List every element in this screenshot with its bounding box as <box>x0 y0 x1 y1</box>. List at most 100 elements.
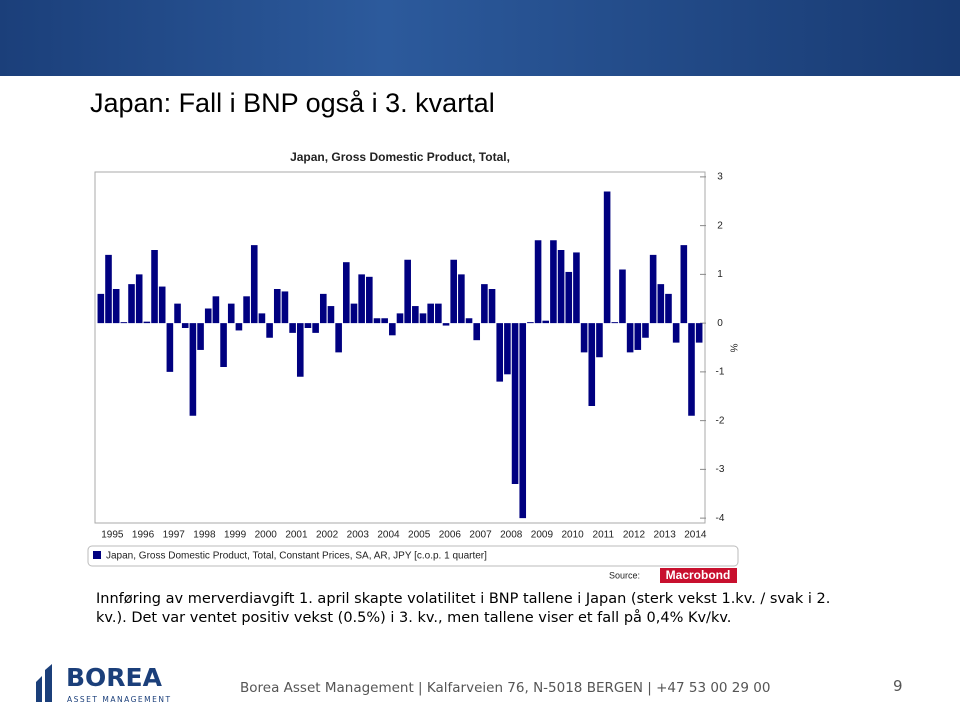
bar <box>688 323 695 416</box>
bar <box>504 323 511 375</box>
bar <box>227 303 235 324</box>
bar <box>235 323 243 331</box>
body-text: Innføring av merverdiavgift 1. april ska… <box>96 591 831 626</box>
x-tick-label: 2002 <box>316 530 339 541</box>
logo-tagline: ASSET MANAGEMENT <box>67 695 172 704</box>
bar <box>442 323 450 326</box>
x-tick-label: 1995 <box>101 530 124 541</box>
x-tick-label: 2001 <box>285 530 308 541</box>
bar <box>97 293 105 324</box>
y-tick-label: -4 <box>716 513 725 524</box>
bar <box>327 306 335 324</box>
bar <box>120 322 128 324</box>
bar <box>389 323 396 336</box>
bar <box>151 250 158 324</box>
x-tick-label: 2000 <box>255 530 278 541</box>
plot-frame <box>94 171 706 524</box>
bar <box>319 293 327 324</box>
bar <box>672 323 680 343</box>
bar <box>519 323 527 519</box>
y-tick-label: 3 <box>717 172 723 183</box>
bar <box>427 303 434 324</box>
bar <box>634 323 642 350</box>
bar <box>343 262 350 324</box>
x-tick-label: 2013 <box>654 530 677 541</box>
bar <box>158 286 166 324</box>
bar <box>419 313 427 324</box>
bar <box>143 321 151 324</box>
y-tick-label: 2 <box>717 220 723 231</box>
bar <box>573 252 580 324</box>
bar <box>626 323 634 353</box>
bar <box>473 323 481 341</box>
x-tick-label: 2006 <box>439 530 462 541</box>
bar <box>105 254 112 324</box>
bar <box>312 323 319 333</box>
logo: BOREA ASSET MANAGEMENT <box>36 663 172 704</box>
y-tick-label: -2 <box>716 415 725 426</box>
y-tick-label: 1 <box>717 269 723 280</box>
bar <box>212 296 220 324</box>
bar <box>289 323 296 333</box>
bar <box>396 313 404 324</box>
header-band <box>0 0 960 76</box>
bar <box>412 306 419 324</box>
bar <box>220 323 227 367</box>
x-tick-label: 1997 <box>163 530 186 541</box>
bar <box>511 323 519 484</box>
bar <box>527 322 534 324</box>
x-tick-label: 2008 <box>500 530 523 541</box>
bar <box>450 259 457 324</box>
bar <box>619 269 626 324</box>
bar <box>481 284 488 324</box>
bar <box>366 276 373 324</box>
bar <box>680 245 688 324</box>
bar <box>174 303 181 324</box>
bar <box>296 323 304 377</box>
bar <box>166 323 174 372</box>
bar <box>665 293 672 324</box>
bar <box>404 259 411 324</box>
bar <box>565 271 573 324</box>
bar <box>496 323 504 382</box>
slide-title: Japan: Fall i BNP også i 3. kvartal <box>90 88 495 118</box>
bar <box>204 308 212 324</box>
y-axis-label: % <box>727 344 738 353</box>
bar <box>611 322 619 324</box>
bar <box>695 323 703 343</box>
bar <box>488 289 496 324</box>
bar <box>266 323 273 338</box>
bar <box>135 274 143 324</box>
bar <box>381 318 388 324</box>
bar <box>603 191 611 324</box>
bar <box>181 323 189 328</box>
bar <box>189 323 197 416</box>
bar <box>550 240 557 324</box>
bar <box>112 289 120 324</box>
bar <box>588 323 596 406</box>
bar <box>281 291 289 324</box>
chart: Japan, Gross Domestic Product, Total, % … <box>87 150 739 583</box>
bar <box>350 303 358 324</box>
bar <box>358 274 365 324</box>
legend-swatch <box>93 551 101 559</box>
source-logo: Macrobond <box>666 568 731 582</box>
x-tick-label: 2014 <box>684 530 707 541</box>
x-tick-label: 2009 <box>531 530 554 541</box>
bar <box>197 323 204 350</box>
bar <box>373 318 381 324</box>
y-tick-label: -1 <box>716 367 725 378</box>
bar <box>596 323 603 358</box>
bar <box>243 296 250 324</box>
chart-title: Japan, Gross Domestic Product, Total, <box>290 150 510 164</box>
x-tick-label: 2004 <box>377 530 400 541</box>
x-tick-label: 1999 <box>224 530 247 541</box>
logo-name: BOREA <box>66 663 163 692</box>
legend-box <box>87 545 739 567</box>
legend-label: Japan, Gross Domestic Product, Total, Co… <box>106 551 487 562</box>
bar <box>258 313 266 324</box>
bar <box>335 323 342 353</box>
x-tick-label: 2007 <box>469 530 492 541</box>
bar <box>542 320 550 324</box>
